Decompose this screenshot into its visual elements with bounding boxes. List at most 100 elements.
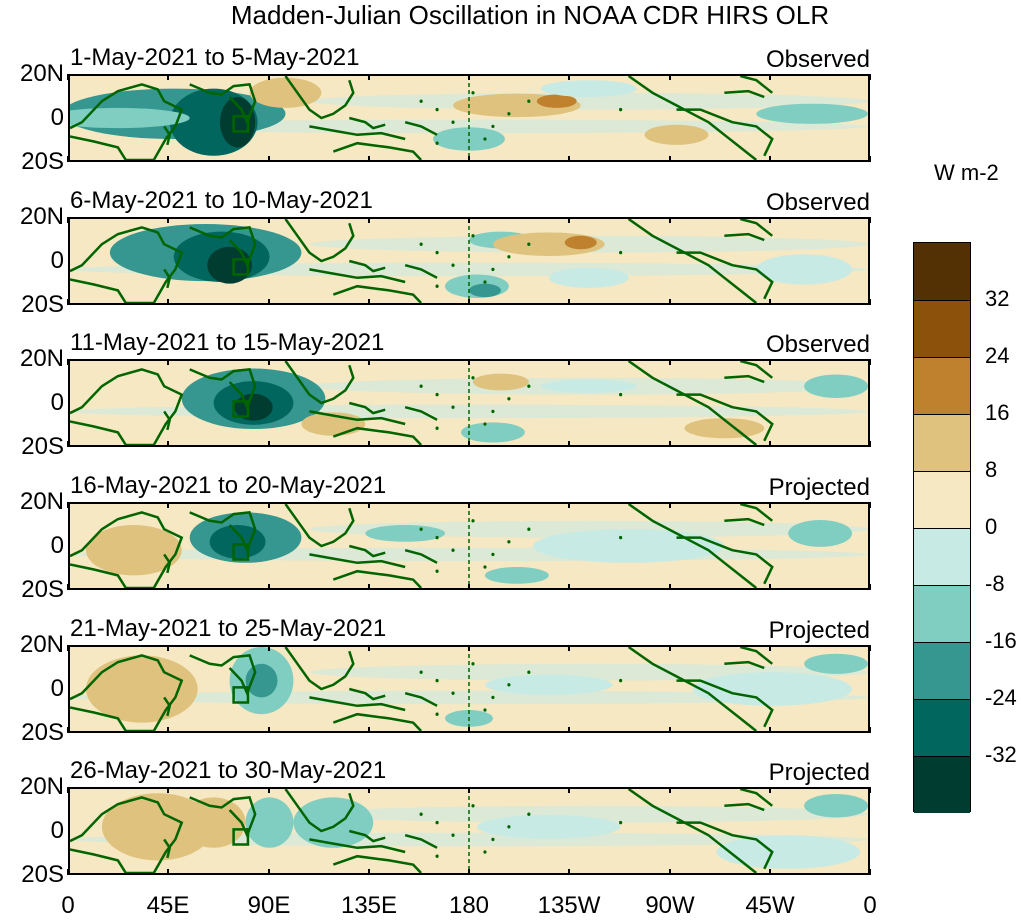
island-dot: [491, 695, 495, 700]
island-dot: [435, 284, 439, 288]
latitude-label: 20S: [21, 148, 64, 175]
longitude-tick: [368, 869, 370, 875]
coastline: [629, 789, 757, 873]
colorbar-swatch: [914, 642, 970, 699]
region-box: [234, 401, 248, 416]
anomaly-contour: [532, 529, 725, 563]
longitude-tick: [869, 502, 871, 508]
colorbar-tick-label: 0: [985, 514, 998, 539]
island-dot: [491, 409, 495, 414]
panel-status-label: Observed: [765, 46, 870, 73]
island-dot: [451, 833, 455, 837]
longitude-tick: [67, 727, 69, 733]
longitude-tick: [368, 299, 370, 305]
colorbar-tick-label: 32: [985, 286, 1010, 311]
colorbar-units: W m-2: [934, 160, 999, 185]
coastline: [309, 839, 405, 852]
anomaly-contour: [365, 525, 446, 542]
longitude-tick: [769, 584, 771, 590]
anomaly-band: [309, 805, 868, 823]
longitude-tick: [568, 645, 570, 651]
anomaly-contour: [245, 797, 294, 848]
coastline: [676, 681, 772, 727]
island-dot: [491, 124, 495, 129]
panel-period-label: 11-May-2021 to 15-May-2021: [70, 329, 385, 356]
longitude-tick: [67, 584, 69, 590]
longitude-tick: [869, 217, 871, 223]
coastline: [190, 84, 255, 122]
longitude-tick: [568, 359, 570, 365]
panel-status-label: Observed: [765, 331, 870, 358]
coastline: [164, 269, 170, 287]
panel-status-label: Projected: [768, 759, 870, 786]
latitude-label: 20N: [19, 631, 64, 658]
anomaly-contour: [804, 374, 868, 398]
coastline: [676, 395, 772, 441]
anomaly-contour: [70, 107, 190, 129]
island-dot: [451, 548, 455, 552]
island-dot: [507, 540, 511, 544]
longitude-tick: [67, 359, 69, 365]
longitude-tick: [67, 299, 69, 305]
anomaly-contour: [181, 797, 246, 848]
panel-period-label: 1-May-2021 to 5-May-2021: [70, 44, 360, 71]
coastline: [190, 655, 255, 693]
longitude-tick: [869, 441, 871, 447]
longitude-tick: [67, 787, 69, 793]
coastline: [740, 504, 772, 521]
panel-period-label: 16-May-2021 to 20-May-2021: [70, 472, 387, 499]
coastline: [309, 554, 405, 567]
longitude-tick: [167, 502, 169, 508]
island-dot: [471, 519, 475, 523]
island-dot: [527, 384, 531, 388]
island-dot: [619, 535, 623, 540]
olr-anomaly-map: [68, 645, 870, 733]
coastline: [70, 227, 182, 303]
longitude-tick: [268, 359, 270, 365]
longitude-tick: [568, 787, 570, 793]
panel-status-label: Projected: [768, 474, 870, 501]
longitude-tick: [769, 74, 771, 80]
anomaly-contour: [564, 235, 597, 250]
coastline: [70, 655, 182, 731]
longitude-tick: [167, 299, 169, 305]
longitude-tick: [368, 359, 370, 365]
coastline: [676, 110, 772, 156]
island-dot: [451, 263, 455, 267]
longitude-tick: [568, 74, 570, 80]
colorbar-swatch: [914, 243, 970, 300]
longitude-tick: [167, 359, 169, 365]
colorbar-swatch: [914, 756, 970, 813]
coastline: [190, 512, 255, 550]
longitude-tick: [368, 727, 370, 733]
anomaly-contour: [461, 422, 525, 443]
longitude-tick: [167, 727, 169, 733]
coastline: [333, 571, 421, 588]
coastline: [405, 835, 437, 848]
longitude-label: 90E: [247, 892, 291, 919]
colorbar-tick-label: -32: [985, 742, 1017, 767]
anomaly-contour: [756, 254, 853, 285]
longitude-tick: [568, 156, 570, 162]
colorbar-tick-label: -16: [985, 628, 1017, 653]
anomaly-contour: [209, 525, 266, 559]
island-dot: [435, 107, 439, 112]
coastline: [349, 546, 385, 556]
longitude-tick: [769, 727, 771, 733]
anomaly-contour: [220, 97, 256, 148]
island-dot: [471, 234, 475, 238]
coastline: [740, 789, 772, 806]
colorbar-swatch: [914, 585, 970, 642]
coastline: [309, 126, 405, 139]
longitude-tick: [568, 584, 570, 590]
coastline: [349, 403, 385, 413]
colorbar-swatch: [914, 528, 970, 585]
longitude-tick: [268, 645, 270, 651]
coastline: [405, 122, 437, 135]
latitude-label: 0: [50, 675, 64, 702]
coastline: [629, 504, 757, 588]
coastline: [629, 76, 757, 160]
island-dot: [435, 141, 439, 145]
region-box: [234, 829, 248, 844]
latitude-label: 20N: [19, 203, 64, 230]
